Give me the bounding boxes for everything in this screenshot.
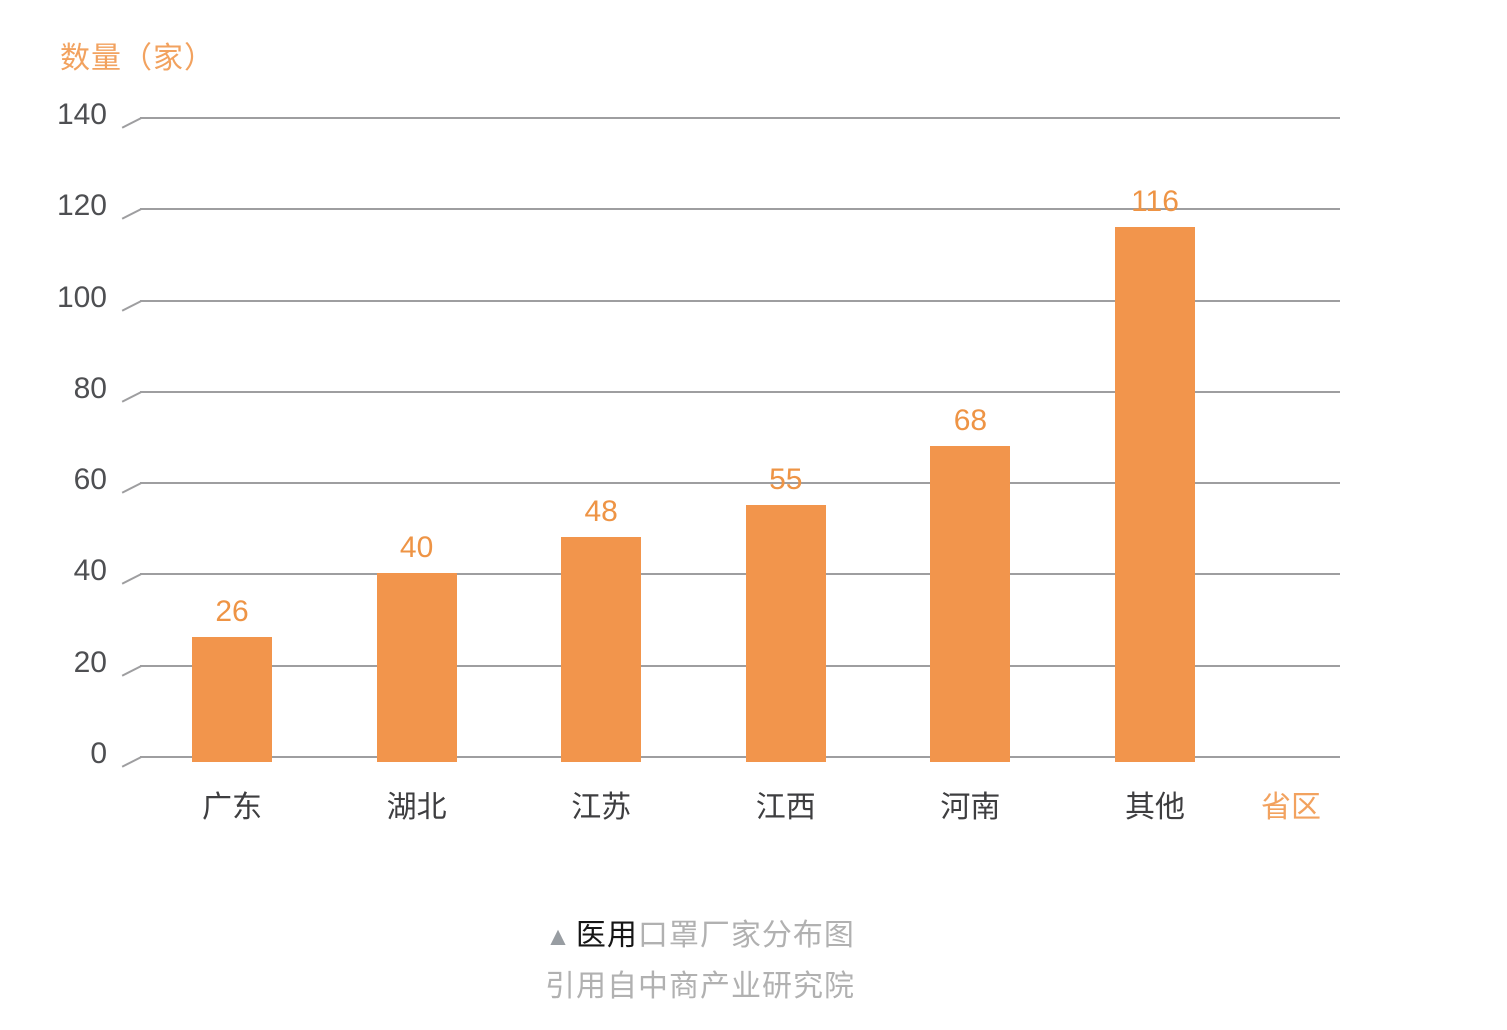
x-axis-label: 河南 xyxy=(940,791,1001,824)
x-axis-title: 省区 xyxy=(1261,791,1321,824)
bar-value-label: 26 xyxy=(215,595,249,629)
gridline-horizontal xyxy=(140,664,1340,667)
bar xyxy=(745,504,826,762)
gridline-diagonal-tick xyxy=(121,208,142,220)
caption-prefix: 医用 xyxy=(575,919,638,952)
y-tick-label: 120 xyxy=(56,189,107,223)
bar xyxy=(930,445,1011,762)
plot-area: 0 20 40 60 80 100 120 140 26 广东 40 湖北 48 江苏 55 江西 68 河南 11… xyxy=(57,98,1340,824)
caption-title: 口罩厂家分布图 xyxy=(637,919,855,952)
bar xyxy=(376,573,457,762)
chart-caption: ▲ 医用口罩厂家分布图 xyxy=(0,910,1400,954)
bar xyxy=(561,536,642,762)
bar xyxy=(1115,226,1195,762)
gridline-diagonal-tick xyxy=(121,756,142,768)
y-tick-label: 100 xyxy=(56,280,107,314)
bar-value-label: 55 xyxy=(769,462,803,496)
gridline-horizontal xyxy=(140,573,1340,576)
gridline-diagonal-tick xyxy=(121,573,142,586)
gridline-diagonal-tick xyxy=(121,391,142,403)
x-axis-label: 其他 xyxy=(1125,791,1185,824)
y-axis-title: 数量（家） xyxy=(60,42,215,75)
gridline-diagonal-tick xyxy=(121,299,142,312)
y-tick-label: 140 xyxy=(56,98,107,131)
y-tick-label: 80 xyxy=(73,371,107,405)
gridline-horizontal xyxy=(140,756,1340,758)
y-tick-label: 60 xyxy=(73,463,107,497)
y-tick-label: 40 xyxy=(73,554,107,588)
x-axis-label: 广东 xyxy=(202,791,262,824)
gridline-horizontal xyxy=(140,208,1340,211)
y-tick-label: 0 xyxy=(90,737,107,770)
gridline-diagonal-tick xyxy=(121,665,142,677)
y-tick-label: 20 xyxy=(73,645,107,679)
triangle-icon: ▲ xyxy=(545,921,572,951)
caption-source: 引用自中商产业研究院 xyxy=(545,970,855,1003)
gridline-diagonal-tick xyxy=(121,117,142,129)
bar-value-label: 68 xyxy=(953,403,988,437)
gridline-diagonal-tick xyxy=(121,482,142,494)
bar-value-label: 40 xyxy=(399,531,434,565)
gridline-horizontal xyxy=(140,117,1340,119)
gridline-horizontal xyxy=(140,482,1340,485)
gridline-horizontal xyxy=(140,390,1340,393)
x-axis-label: 江西 xyxy=(755,791,816,824)
x-axis-label: 江苏 xyxy=(571,791,632,824)
bar xyxy=(192,637,272,762)
bar-value-label: 48 xyxy=(584,494,618,528)
gridline-horizontal xyxy=(140,299,1340,302)
bar-value-label: 116 xyxy=(1131,184,1179,218)
x-axis-label: 湖北 xyxy=(386,791,447,824)
